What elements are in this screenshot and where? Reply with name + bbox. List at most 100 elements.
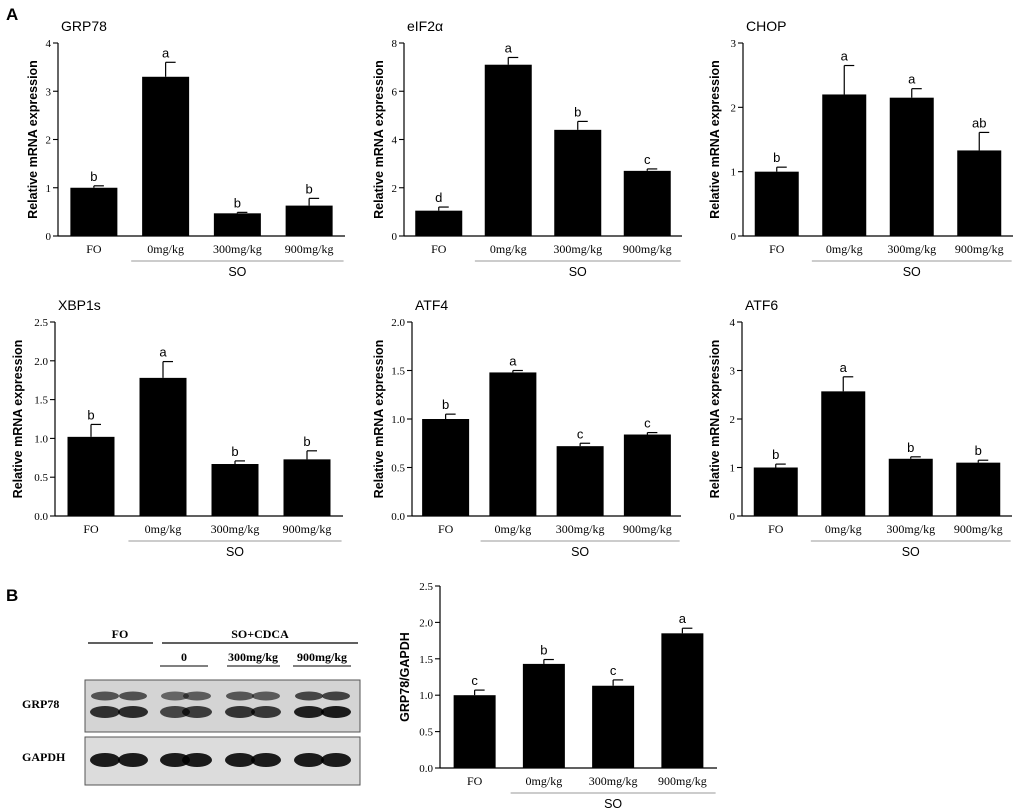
x-tick-label: FO — [83, 522, 99, 536]
y-tick-label: 2 — [46, 135, 52, 147]
y-tick-label: 1.0 — [419, 690, 433, 702]
y-tick-label: 2.0 — [34, 356, 48, 368]
group-label: SO — [902, 545, 920, 559]
significance-letter: a — [162, 45, 170, 60]
significance-letter: a — [509, 354, 517, 369]
grp78-band-lower — [294, 706, 324, 718]
y-tick-label: 1.0 — [391, 414, 405, 426]
bar — [556, 446, 604, 516]
y-tick-label: 0 — [46, 231, 52, 243]
y-tick-label: 4 — [392, 135, 398, 147]
significance-letter: b — [540, 643, 547, 658]
y-tick-label: 0 — [730, 511, 736, 523]
x-tick-label: 0mg/kg — [825, 522, 862, 536]
x-tick-label: 0mg/kg — [490, 242, 527, 256]
grp78-band-lower — [90, 706, 120, 718]
significance-letter: c — [471, 673, 478, 688]
y-tick-label: 4 — [730, 317, 736, 329]
gapdh-band — [321, 753, 351, 767]
gapdh-band — [294, 753, 324, 767]
x-tick-label: 900mg/kg — [283, 522, 332, 536]
x-tick-label: 300mg/kg — [887, 242, 936, 256]
significance-letter: c — [644, 416, 651, 431]
x-tick-label: 900mg/kg — [285, 242, 334, 256]
bar — [753, 467, 798, 516]
y-axis-label: Relative mRNA expression — [708, 340, 722, 499]
x-tick-label: 0mg/kg — [147, 242, 184, 256]
significance-letter: a — [840, 360, 848, 375]
blot-row-grp78: GRP78 — [22, 697, 59, 711]
bar — [623, 170, 671, 236]
chart-atf6: ATF6 Relative mRNA expression 0 1 2 3 4 b FO a 0mg… — [708, 297, 1012, 559]
bar — [554, 129, 602, 236]
bar — [754, 171, 799, 236]
x-tick-label: 300mg/kg — [211, 522, 260, 536]
grp78-band-upper — [183, 691, 211, 701]
y-tick-label: 0.5 — [419, 727, 433, 739]
significance-letter: b — [231, 444, 238, 459]
y-tick-label: 0 — [392, 231, 398, 243]
grp78-band-lower — [225, 706, 255, 718]
x-tick-label: 300mg/kg — [886, 522, 935, 536]
y-tick-label: 1 — [730, 463, 736, 475]
blot-dose-0: 0 — [181, 650, 187, 664]
western-blot: FO SO+CDCA 0 300mg/kg 900mg/kg GRP78 GAP… — [22, 627, 361, 786]
bar — [822, 94, 867, 236]
x-tick-label: 900mg/kg — [954, 522, 1003, 536]
y-tick-label: 1.5 — [34, 395, 48, 407]
bar — [70, 187, 118, 236]
y-tick-label: 2 — [730, 414, 736, 426]
x-tick-label: FO — [769, 242, 785, 256]
chart-title: GRP78 — [61, 18, 107, 34]
y-tick-label: 3 — [46, 86, 52, 98]
grp78-band-lower — [321, 706, 351, 718]
y-axis-label: GRP78/GAPDH — [398, 632, 412, 722]
grp78-bands — [90, 691, 351, 718]
chart-title: ATF4 — [415, 297, 448, 313]
chart-grp78-gapdh: GRP78/GAPDH 0.0 0.5 1.0 1.5 2.0 2.5 c FO b 0mg/kg c… — [398, 581, 717, 809]
x-tick-label: 0mg/kg — [145, 522, 182, 536]
bar — [484, 64, 532, 237]
chart-title: XBP1s — [58, 297, 101, 313]
grp78-band-lower — [118, 706, 148, 718]
x-tick-label: 0mg/kg — [495, 522, 532, 536]
y-tick-label: 0.0 — [34, 511, 48, 523]
significance-letter: b — [87, 407, 94, 422]
significance-letter: a — [679, 611, 687, 626]
bar — [139, 377, 187, 516]
gapdh-band — [251, 753, 281, 767]
gapdh-band — [182, 753, 212, 767]
bar — [661, 633, 704, 768]
bar — [957, 150, 1002, 236]
bar — [285, 205, 333, 236]
x-tick-label: 900mg/kg — [623, 242, 672, 256]
blot-header-fo: FO — [112, 627, 129, 641]
grp78-band-upper — [322, 691, 350, 701]
blot-row-gapdh: GAPDH — [22, 750, 66, 764]
significance-letter: a — [908, 72, 916, 87]
gapdh-band — [160, 753, 190, 767]
bar — [453, 695, 496, 768]
chart-eif2: eIF2α Relative mRNA expression 0 2 4 6 8 d FO a 0m… — [372, 18, 682, 279]
bar — [415, 210, 463, 236]
y-tick-label: 1.0 — [34, 433, 48, 445]
y-axis-label: Relative mRNA expression — [372, 60, 386, 219]
grp78-band-upper — [91, 691, 119, 701]
significance-letter: a — [159, 345, 167, 360]
y-axis-label: Relative mRNA expression — [708, 60, 722, 219]
bar-charts: GRP78 Relative mRNA expression 0 1 2 3 4 b FO a 0m… — [11, 18, 1013, 809]
y-tick-label: 0 — [731, 231, 737, 243]
chart-chop: CHOP Relative mRNA expression 0 1 2 3 b FO a 0mg/… — [708, 18, 1013, 279]
blot-dose-900: 900mg/kg — [297, 650, 347, 664]
bar — [211, 464, 259, 516]
y-tick-label: 8 — [392, 38, 398, 50]
bar — [213, 213, 261, 236]
y-tick-label: 1.5 — [419, 654, 433, 666]
significance-letter: b — [306, 181, 313, 196]
bar — [67, 436, 115, 516]
y-tick-label: 2.0 — [391, 317, 405, 329]
blot-header-so: SO+CDCA — [231, 627, 289, 641]
bar — [889, 97, 934, 236]
x-tick-label: FO — [431, 242, 447, 256]
significance-letter: b — [90, 169, 97, 184]
